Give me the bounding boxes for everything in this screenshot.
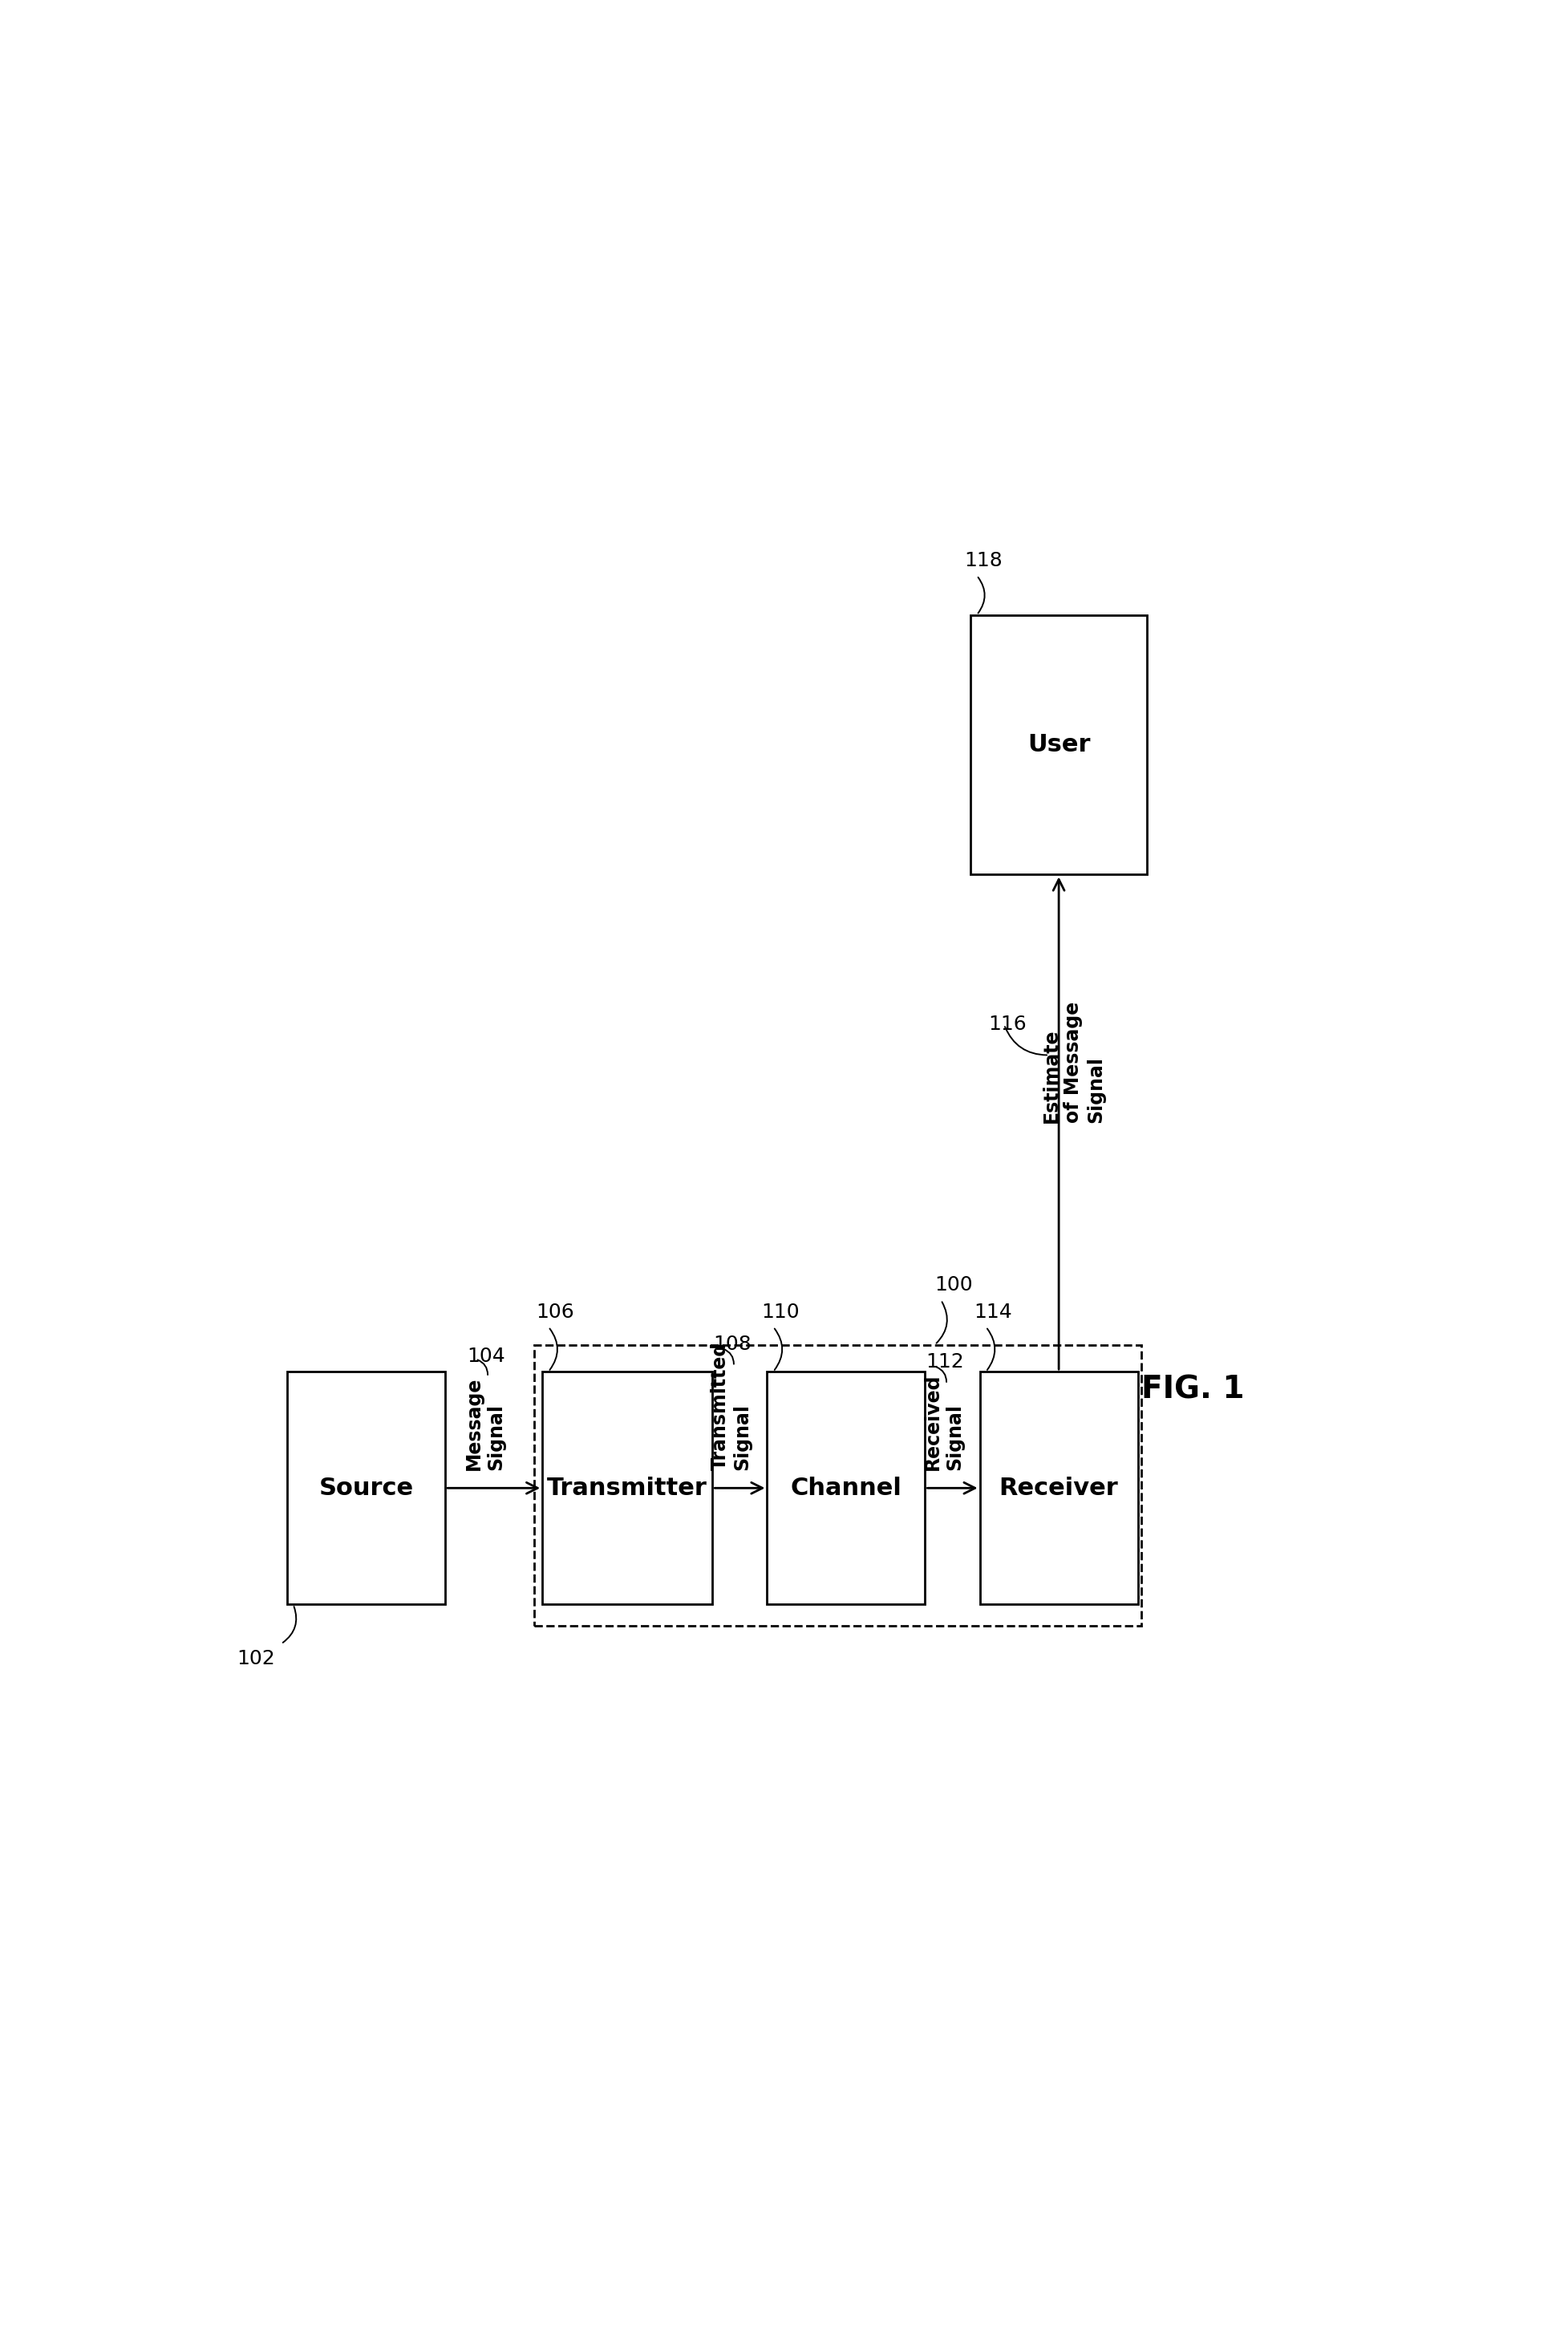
Bar <box>767 1372 925 1605</box>
Text: Transmitter: Transmitter <box>547 1477 707 1500</box>
Text: Receiver: Receiver <box>999 1477 1118 1500</box>
Bar <box>980 1372 1138 1605</box>
Bar <box>287 1372 445 1605</box>
Text: 116: 116 <box>988 1014 1027 1033</box>
Text: 108: 108 <box>713 1335 751 1354</box>
Text: Source: Source <box>318 1477 414 1500</box>
Bar <box>533 1344 1142 1626</box>
Text: Channel: Channel <box>790 1477 902 1500</box>
Text: 110: 110 <box>760 1303 800 1321</box>
Text: 100: 100 <box>935 1275 974 1296</box>
Text: Received
Signal: Received Signal <box>924 1372 964 1470</box>
Text: 118: 118 <box>964 551 1004 570</box>
Text: Message
Signal: Message Signal <box>464 1377 506 1470</box>
Bar <box>971 614 1146 875</box>
Text: 114: 114 <box>974 1303 1011 1321</box>
Bar <box>543 1372 712 1605</box>
Text: 106: 106 <box>536 1303 574 1321</box>
Text: 104: 104 <box>467 1347 505 1365</box>
Text: Transmitted
Signal: Transmitted Signal <box>710 1342 753 1470</box>
Text: 102: 102 <box>237 1649 274 1668</box>
Text: Estimate
of Message
Signal: Estimate of Message Signal <box>1041 1003 1105 1123</box>
Text: 112: 112 <box>925 1351 964 1372</box>
Text: FIG. 1: FIG. 1 <box>1142 1375 1243 1405</box>
Text: User: User <box>1027 733 1090 756</box>
